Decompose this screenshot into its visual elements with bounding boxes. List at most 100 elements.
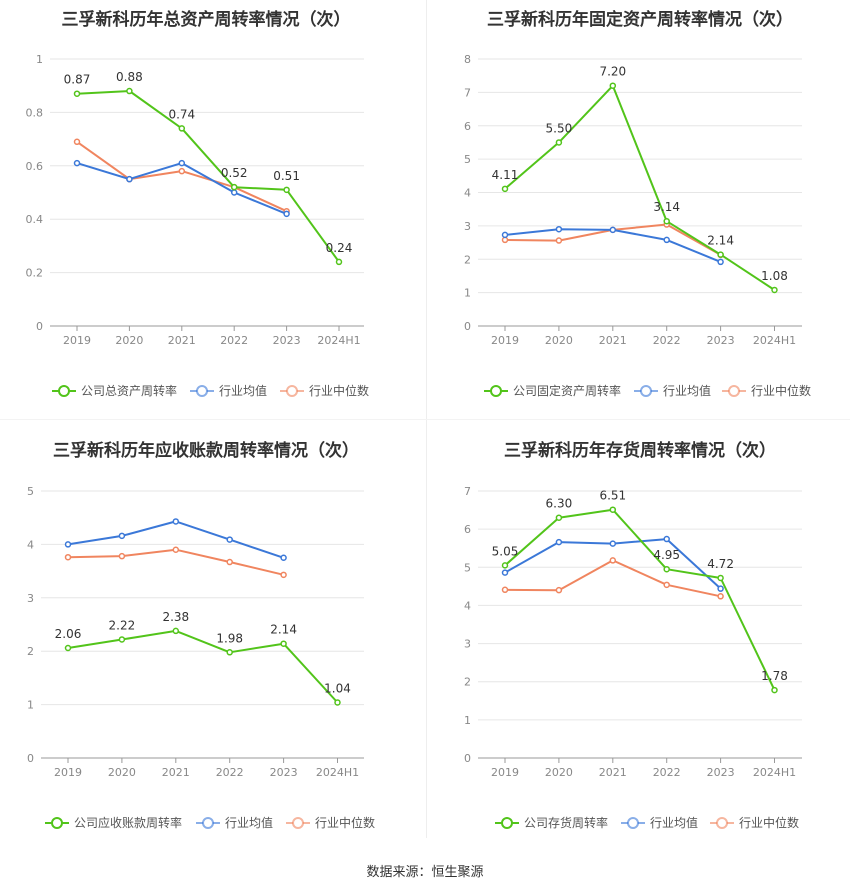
legend-label-avg[interactable]: 行业均值 [650, 815, 698, 830]
series-line-median [67, 548, 284, 576]
x-tick-label: 2021 [162, 766, 190, 779]
legend-marker-dot[interactable] [292, 817, 304, 829]
legend-label-avg[interactable]: 行业均值 [225, 815, 273, 830]
data-point-company [609, 82, 617, 89]
data-label: 1.08 [761, 269, 788, 283]
y-tick-label: 0 [464, 752, 471, 765]
series-line-company [504, 508, 776, 691]
y-tick-label: 5 [464, 153, 471, 166]
data-label: 4.95 [653, 548, 680, 562]
y-tick-label: 1 [464, 287, 471, 300]
data-point-avg [226, 536, 233, 543]
data-label: 0.74 [168, 107, 195, 121]
x-tick-label: 2023 [707, 334, 735, 347]
legend-label-median[interactable]: 行业中位数 [751, 383, 811, 398]
legend-marker-dot[interactable] [58, 385, 70, 397]
x-tick-label: 2020 [115, 334, 143, 347]
y-tick-label: 0 [27, 752, 34, 765]
data-point-avg [555, 538, 563, 546]
y-tick-label: 3 [464, 638, 471, 651]
data-point-avg [717, 258, 724, 266]
data-point-company [717, 574, 724, 582]
series-line-company [76, 90, 340, 263]
x-tick-label: 2019 [63, 334, 91, 347]
legend-label-avg[interactable]: 行业均值 [219, 383, 267, 398]
legend-marker-dot[interactable] [501, 817, 513, 829]
data-point-company [280, 640, 287, 647]
legend-label-company[interactable]: 公司存货周转率 [524, 815, 608, 830]
legend-label-company[interactable]: 公司总资产周转率 [81, 383, 177, 398]
data-point-company [501, 562, 509, 569]
y-tick-label: 0 [464, 320, 471, 333]
data-point-company [226, 649, 233, 656]
y-tick-label: 1 [27, 699, 34, 712]
series-line-company [67, 629, 339, 704]
legend-marker-dot[interactable] [716, 817, 728, 829]
x-tick-label: 2022 [220, 334, 248, 347]
data-point-company [73, 90, 81, 97]
data-point-company [771, 286, 778, 294]
legend-marker-dot[interactable] [490, 385, 502, 397]
data-point-company [172, 627, 180, 635]
data-point-company [555, 514, 563, 521]
data-point-median [555, 586, 563, 594]
y-tick-label: 1 [464, 714, 471, 727]
data-point-company [717, 251, 724, 258]
y-tick-label: 7 [464, 86, 471, 99]
y-tick-label: 0.4 [26, 213, 44, 226]
data-point-median [555, 237, 563, 244]
data-point-company [335, 258, 343, 266]
legend-marker-dot[interactable] [202, 817, 214, 829]
legend-label-company[interactable]: 公司应收账款周转率 [74, 815, 182, 830]
data-label: 0.87 [64, 73, 91, 87]
data-point-median [663, 581, 670, 589]
data-point-median [172, 546, 180, 553]
data-label: 0.52 [221, 166, 248, 180]
legend-label-median[interactable]: 行业中位数 [309, 383, 369, 398]
y-tick-label: 6 [464, 120, 471, 133]
data-point-company [334, 699, 341, 706]
chart-title: 三孚新科历年固定资产周转率情况（次） [487, 9, 793, 30]
data-point-median [609, 557, 617, 564]
data-label: 6.30 [546, 497, 573, 511]
legend-label-median[interactable]: 行业中位数 [315, 815, 375, 830]
series-line-company [504, 84, 776, 291]
data-label: 0.24 [326, 241, 353, 255]
legend-marker-dot[interactable] [286, 385, 298, 397]
data-label: 7.20 [599, 65, 626, 79]
legend-marker-dot[interactable] [51, 817, 63, 829]
x-tick-label: 2024H1 [753, 334, 796, 347]
data-point-company [178, 125, 186, 132]
legend-marker-dot[interactable] [728, 385, 740, 397]
y-tick-label: 4 [464, 599, 471, 612]
legend-marker-dot[interactable] [627, 817, 639, 829]
data-point-company [609, 506, 617, 513]
y-tick-label: 8 [464, 53, 471, 66]
x-tick-label: 2023 [273, 334, 301, 347]
data-label: 2.14 [707, 234, 734, 248]
data-label: 4.11 [492, 168, 519, 182]
x-tick-label: 2023 [707, 766, 735, 779]
x-tick-label: 2019 [491, 334, 519, 347]
data-point-avg [280, 554, 287, 561]
legend-label-company[interactable]: 公司固定资产周转率 [513, 383, 621, 398]
legend-marker-dot[interactable] [640, 385, 652, 397]
data-label: 2.14 [270, 623, 297, 637]
legend-label-avg[interactable]: 行业均值 [663, 383, 711, 398]
y-tick-label: 2 [27, 645, 34, 658]
data-point-avg [230, 189, 238, 196]
y-tick-label: 0.2 [26, 267, 44, 280]
y-tick-label: 6 [464, 523, 471, 536]
series-line-median [504, 559, 721, 598]
y-tick-label: 7 [464, 485, 471, 498]
legend-label-median[interactable]: 行业中位数 [739, 815, 799, 830]
data-point-company [126, 87, 133, 95]
data-point-company [64, 644, 72, 652]
y-tick-label: 3 [464, 220, 471, 233]
legend-marker-dot[interactable] [196, 385, 208, 397]
data-source-note: 数据来源：恒生聚源 [366, 865, 484, 880]
data-point-avg [501, 231, 509, 239]
data-point-median [226, 558, 233, 566]
data-point-avg [73, 159, 81, 167]
